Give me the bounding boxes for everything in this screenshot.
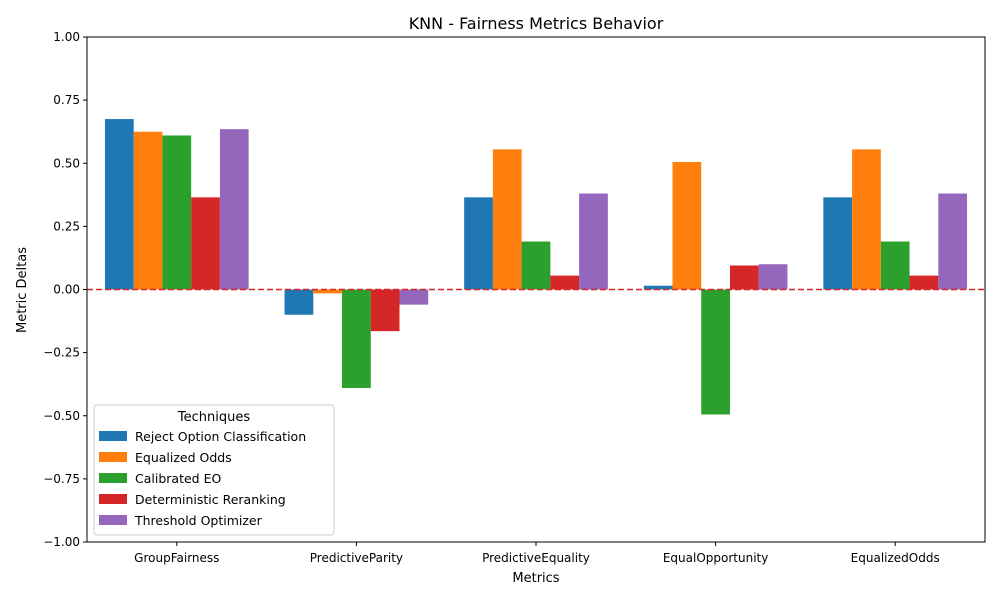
y-tick-label: −0.25: [43, 346, 80, 360]
bar-0-4: [823, 197, 853, 290]
bar-3-1: [370, 289, 400, 332]
bar-4-0: [219, 129, 249, 290]
x-tick-label: GroupFairness: [134, 551, 219, 565]
plot-frame: [86, 36, 986, 543]
legend-label: Threshold Optimizer: [134, 513, 263, 528]
bars-layer: [104, 119, 968, 415]
legend-swatch: [99, 494, 127, 504]
bar-1-3: [672, 161, 702, 290]
y-tick-label: 0.00: [53, 283, 80, 297]
bar-3-4: [909, 275, 939, 290]
y-tick-label: 0.50: [53, 156, 80, 170]
bar-2-3: [701, 289, 730, 415]
bar-2-1: [342, 289, 371, 388]
bar-2-0: [162, 135, 192, 290]
legend-label: Deterministic Reranking: [135, 492, 286, 507]
bar-0-1: [284, 289, 314, 315]
legend-swatch: [99, 452, 127, 462]
y-tick-label: 1.00: [53, 30, 80, 44]
bar-3-2: [550, 275, 580, 290]
legend-title: Techniques: [177, 410, 250, 425]
y-tick-label: −0.75: [43, 472, 80, 486]
x-tick-label: EqualOpportunity: [663, 551, 769, 565]
axes-layer: −1.00 −0.75 −0.50 −0.25 0.00 0.25 0.50 0.75 1.00…: [43, 30, 940, 565]
x-tick-label: EqualizedOdds: [851, 551, 940, 565]
legend-box: [93, 404, 335, 536]
bar-3-3: [729, 265, 759, 290]
bar-3-0: [191, 197, 220, 290]
legend-label: Equalized Odds: [135, 450, 232, 465]
legend: Techniques Reject Option Classification E…: [93, 404, 335, 536]
y-tick-label: 0.25: [53, 219, 80, 233]
bar-0-2: [464, 197, 493, 290]
bar-0-0: [104, 119, 134, 290]
bar-4-2: [579, 193, 608, 290]
x-tick-label: PredictiveEquality: [482, 551, 590, 565]
bar-4-4: [938, 193, 968, 290]
legend-swatch: [99, 473, 127, 483]
bar-2-2: [521, 241, 551, 290]
bar-0-3: [643, 285, 673, 290]
legend-label: Reject Option Classification: [135, 429, 306, 444]
bar-1-0: [133, 131, 163, 290]
bar-1-2: [492, 149, 522, 290]
legend-label: Calibrated EO: [135, 471, 221, 486]
chart-title: KNN - Fairness Metrics Behavior: [409, 14, 664, 33]
legend-swatch: [99, 431, 127, 441]
y-axis-label: Metric Deltas: [15, 247, 30, 333]
bar-2-4: [880, 241, 910, 290]
x-tick-label: PredictiveParity: [310, 551, 403, 565]
bar-4-1: [399, 289, 429, 305]
y-tick-label: −0.50: [43, 409, 80, 423]
bar-1-1: [313, 289, 343, 294]
bar-4-3: [758, 264, 788, 290]
legend-swatch: [99, 515, 127, 525]
y-tick-label: 0.75: [53, 93, 80, 107]
y-tick-label: −1.00: [43, 535, 80, 549]
x-axis-label: Metrics: [512, 571, 559, 586]
bar-1-4: [852, 149, 881, 290]
